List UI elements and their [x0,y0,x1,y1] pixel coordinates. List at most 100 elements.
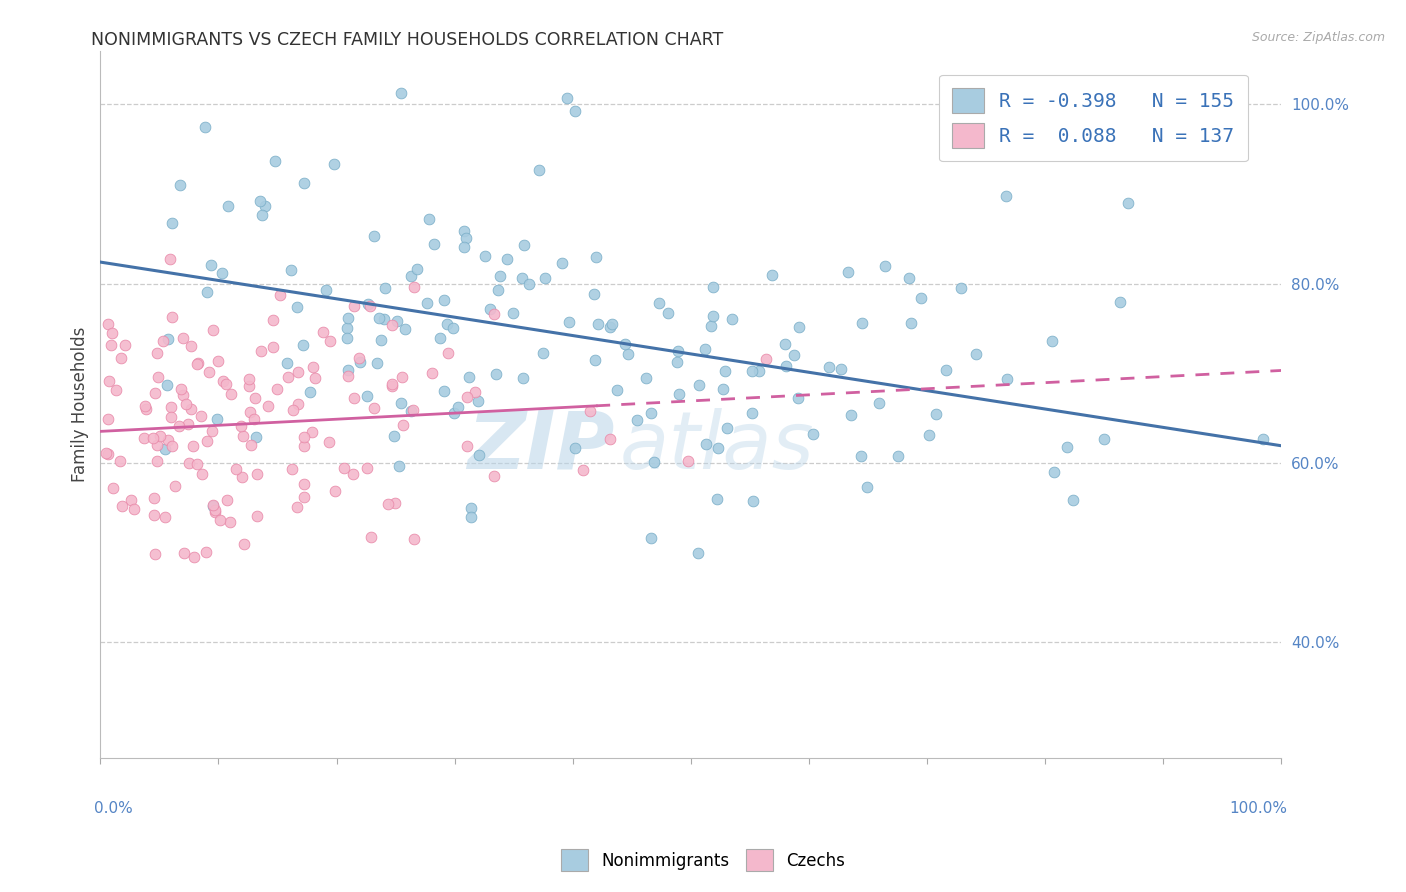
Point [153,442,176,456]
Point [219,515,242,529]
Point [254,198,277,212]
Legend: R = -0.398   N = 155, R =  0.088   N = 137: R = -0.398 N = 155, R = 0.088 N = 137 [939,75,1247,161]
Point [486,283,509,297]
Point [389,86,412,100]
Point [180,401,202,416]
Point [159,252,181,266]
Point [292,491,315,505]
Point [142,431,165,445]
Point [215,377,238,392]
Point [839,408,862,422]
Point [194,544,217,558]
Point [787,320,810,334]
Point [456,390,478,404]
Point [343,299,366,313]
Point [336,310,359,325]
Point [238,371,260,385]
Point [394,322,416,336]
Point [668,386,690,401]
Point [512,371,534,385]
Point [502,306,524,320]
Point [169,178,191,192]
Point [143,386,166,401]
Point [373,311,395,326]
Point [818,359,841,374]
Point [231,469,253,483]
Point [167,418,190,433]
Point [1042,466,1064,480]
Point [207,354,229,368]
Point [464,385,486,400]
Point [97,412,120,426]
Point [157,433,180,447]
Point [170,382,193,396]
Point [186,357,208,371]
Point [246,509,269,524]
Point [96,446,118,460]
Point [583,353,606,368]
Point [156,378,179,392]
Point [201,499,224,513]
Point [634,370,657,384]
Point [388,458,411,473]
Point [643,455,665,469]
Point [292,176,315,190]
Point [311,325,333,339]
Point [204,505,226,519]
Point [145,454,167,468]
Point [741,406,763,420]
Point [783,348,806,362]
Text: 100.0%: 100.0% [1229,801,1286,816]
Point [742,493,765,508]
Point [232,429,254,443]
Point [374,281,396,295]
Point [402,403,425,417]
Point [160,400,183,414]
Point [626,413,648,427]
Point [713,363,735,377]
Point [246,467,269,481]
Point [404,532,426,546]
Point [97,374,120,388]
Point [262,313,284,327]
Point [285,500,308,515]
Point [160,409,183,424]
Point [110,351,132,365]
Point [336,363,359,377]
Point [381,318,404,332]
Point [422,236,444,251]
Point [748,363,770,377]
Point [550,256,572,270]
Point [924,407,946,421]
Point [420,366,443,380]
Point [262,340,284,354]
Point [342,467,364,482]
Point [160,216,183,230]
Point [517,277,540,292]
Point [298,384,321,399]
Point [873,259,896,273]
Point [291,338,314,352]
Point [702,309,724,323]
Point [202,323,225,337]
Point [319,334,342,348]
Point [918,427,941,442]
Point [868,395,890,409]
Point [229,418,252,433]
Point [1116,196,1139,211]
Point [688,377,710,392]
Point [209,513,232,527]
Point [606,383,628,397]
Point [97,446,120,460]
Point [336,320,359,334]
Point [616,347,638,361]
Point [433,384,456,398]
Point [104,384,127,398]
Point [695,437,717,451]
Point [165,479,187,493]
Text: atlas: atlas [620,408,814,486]
Point [225,462,247,476]
Point [276,356,298,370]
Point [391,369,413,384]
Point [851,316,873,330]
